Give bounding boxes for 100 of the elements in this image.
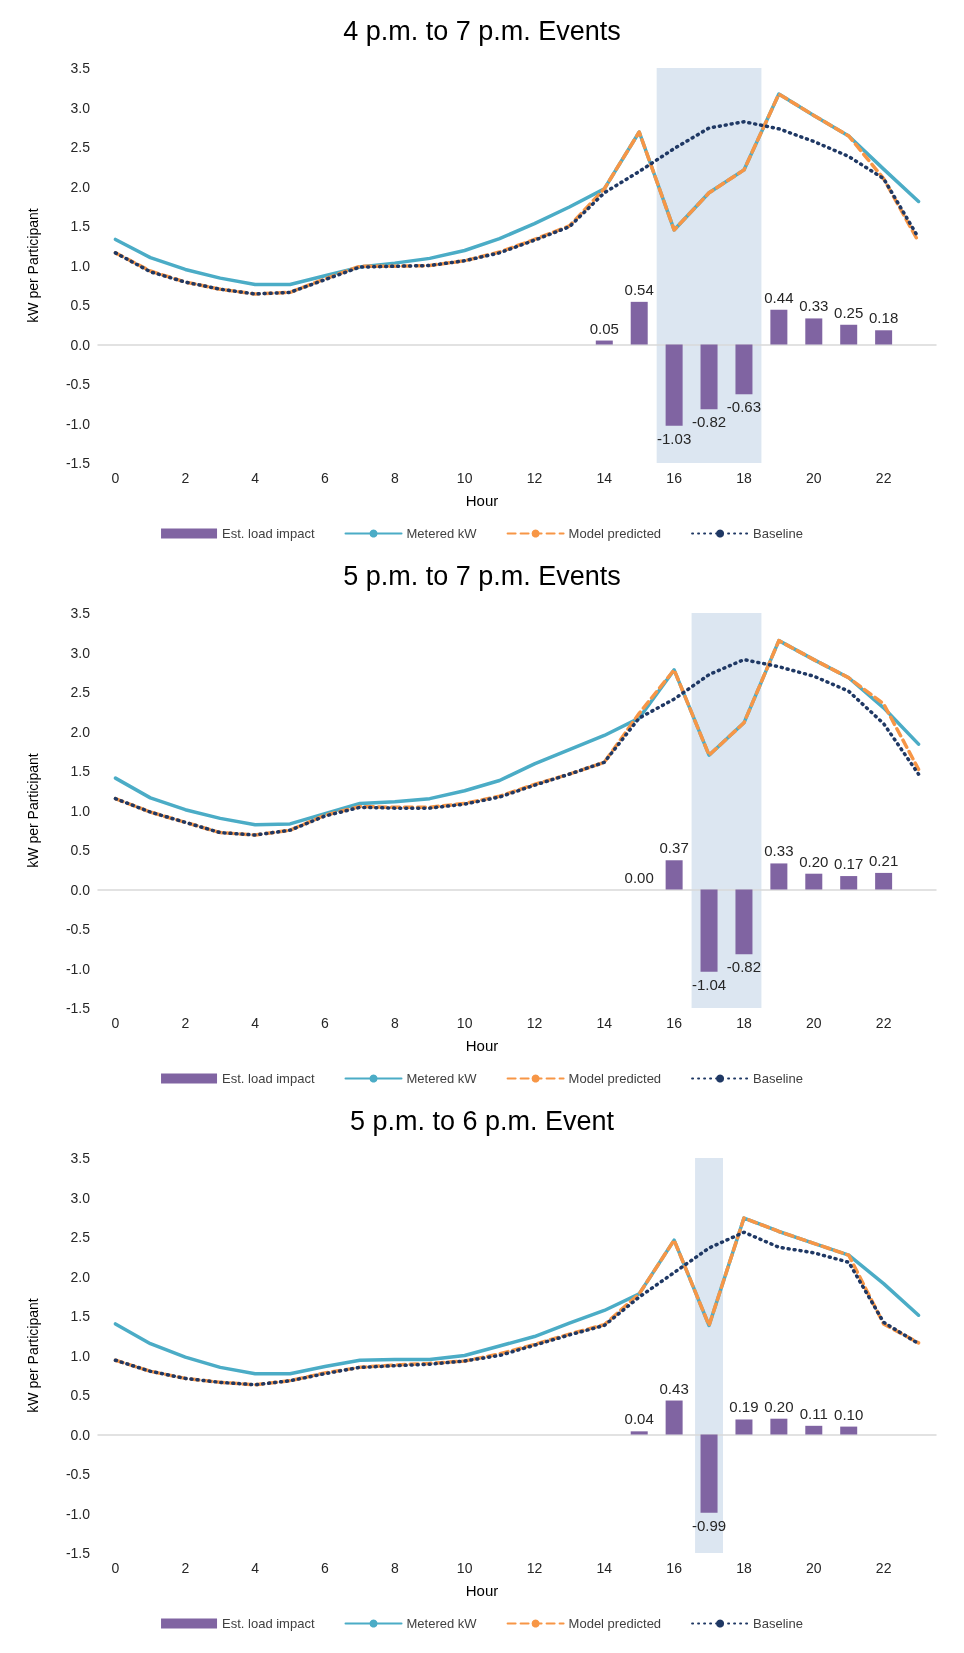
x-tick-label: 16 (666, 1560, 683, 1576)
y-tick-label: -0.5 (65, 376, 91, 392)
bar (805, 1425, 823, 1435)
x-tick-label: 2 (181, 470, 190, 486)
y-tick-label: 3.5 (70, 60, 91, 76)
bar (735, 1419, 753, 1435)
x-tick-label: 18 (736, 1560, 752, 1576)
y-tick-label: 3.5 (70, 1150, 91, 1166)
x-tick-label: 22 (875, 1560, 892, 1576)
y-tick-label: 2.5 (70, 139, 91, 155)
x-tick-label: 0 (111, 470, 120, 486)
bar (630, 301, 648, 345)
legend-label: Metered kW (406, 1071, 478, 1086)
bar (840, 324, 858, 345)
legend-label: Metered kW (406, 1616, 478, 1631)
chart-title: 5 p.m. to 6 p.m. Event (349, 1105, 615, 1136)
y-tick-label: 1.5 (70, 1308, 91, 1324)
data-label: 0.20 (764, 1397, 794, 1415)
y-tick-label: 0.0 (70, 881, 91, 898)
data-label: -0.82 (691, 413, 727, 431)
data-label: 0.18 (869, 309, 899, 327)
x-tick-label: 10 (456, 1560, 473, 1576)
data-label: -0.63 (726, 398, 762, 416)
data-label: -1.03 (657, 429, 692, 447)
legend-label: Baseline (753, 526, 803, 541)
y-tick-label: 3.5 (70, 605, 91, 621)
x-tick-label: 16 (666, 1015, 683, 1031)
bar (700, 344, 718, 410)
y-tick-label: 3.0 (70, 99, 91, 116)
data-label: 0.00 (624, 868, 654, 886)
x-axis-title: Hour (465, 1582, 499, 1599)
chart-title: 4 p.m. to 7 p.m. Events (343, 15, 621, 46)
bar (770, 309, 788, 345)
legend-label: Model predicted (568, 1071, 662, 1086)
y-tick-label: 1.0 (70, 1347, 91, 1364)
x-tick-label: 10 (456, 1015, 473, 1031)
y-tick-label: 2.0 (70, 178, 91, 195)
data-label: 0.17 (834, 855, 864, 873)
y-tick-label: -1.0 (65, 960, 91, 977)
y-tick-label: -1.5 (65, 1545, 91, 1561)
x-tick-label: 4 (251, 1015, 260, 1031)
y-tick-label: 1.5 (70, 763, 91, 779)
y-tick-label: -1.0 (65, 1505, 91, 1522)
data-label: 0.19 (729, 1398, 759, 1416)
bar (770, 863, 788, 890)
legend-label: Baseline (753, 1616, 803, 1631)
x-tick-label: 6 (321, 1015, 330, 1031)
y-tick-label: -0.5 (65, 921, 91, 937)
data-label: -0.82 (726, 958, 762, 976)
x-tick-label: 14 (596, 1560, 613, 1576)
data-label: 0.21 (869, 851, 899, 869)
x-axis-title: Hour (465, 492, 499, 509)
x-tick-label: 18 (736, 470, 752, 486)
bar (665, 860, 683, 890)
x-tick-label: 16 (666, 470, 683, 486)
bar (700, 889, 718, 972)
x-tick-label: 12 (526, 1560, 543, 1576)
chart-title: 5 p.m. to 7 p.m. Events (343, 560, 621, 591)
legend-label: Est. load impact (222, 526, 315, 541)
x-tick-label: 2 (181, 1015, 190, 1031)
legend-label: Est. load impact (222, 1616, 315, 1631)
bar (665, 1400, 683, 1435)
data-label: 0.05 (589, 319, 619, 337)
data-label: 0.44 (764, 288, 794, 306)
x-tick-label: 20 (806, 1015, 822, 1031)
x-tick-label: 22 (875, 1015, 892, 1031)
legend-label: Est. load impact (222, 1071, 315, 1086)
bar (805, 318, 823, 345)
legend-label: Model predicted (568, 1616, 662, 1631)
x-axis-title: Hour (465, 1037, 499, 1054)
legend-label: Model predicted (568, 526, 662, 541)
bar (665, 344, 683, 426)
bar (840, 1426, 858, 1435)
x-tick-label: 10 (456, 470, 473, 486)
y-tick-label: -1.5 (65, 1000, 91, 1016)
y-tick-label: 2.5 (70, 1229, 91, 1245)
y-tick-label: 2.5 (70, 684, 91, 700)
bar (805, 873, 823, 890)
data-label: 0.37 (659, 839, 689, 857)
bar (735, 344, 753, 395)
bar (875, 330, 893, 345)
bar (875, 872, 893, 890)
x-tick-label: 4 (251, 1560, 260, 1576)
x-tick-label: 0 (111, 1560, 120, 1576)
y-axis-title: kW per Participant (25, 753, 41, 868)
y-tick-label: 0.5 (70, 297, 91, 313)
x-tick-label: 8 (390, 470, 399, 486)
x-tick-label: 20 (806, 1560, 822, 1576)
data-label: 0.11 (799, 1404, 828, 1422)
y-axis-title: kW per Participant (25, 1298, 41, 1413)
y-tick-label: 3.0 (70, 1189, 91, 1206)
bar (735, 889, 753, 955)
legend-label: Baseline (753, 1071, 803, 1086)
bar (840, 876, 858, 890)
x-tick-label: 12 (526, 1015, 543, 1031)
x-tick-label: 6 (321, 1560, 330, 1576)
y-tick-label: 2.0 (70, 723, 91, 740)
x-tick-label: 14 (596, 1015, 613, 1031)
data-label: 0.25 (834, 303, 864, 321)
y-tick-label: -1.0 (65, 415, 91, 432)
